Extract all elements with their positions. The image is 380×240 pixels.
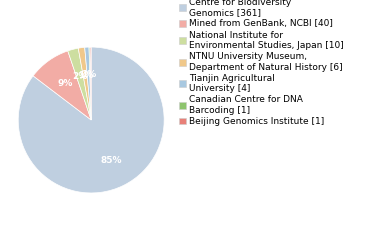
Text: 2%: 2% [72,72,87,81]
Wedge shape [90,47,91,120]
Wedge shape [78,47,91,120]
Text: 1%: 1% [78,71,93,80]
Text: 85%: 85% [101,156,122,165]
Text: 9%: 9% [57,79,73,88]
Legend: Centre for Biodiversity
Genomics [361], Mined from GenBank, NCBI [40], National : Centre for Biodiversity Genomics [361], … [179,0,344,126]
Text: 1%: 1% [81,70,96,79]
Wedge shape [18,47,164,193]
Wedge shape [85,47,91,120]
Wedge shape [89,47,91,120]
Wedge shape [68,48,91,120]
Wedge shape [33,51,91,120]
